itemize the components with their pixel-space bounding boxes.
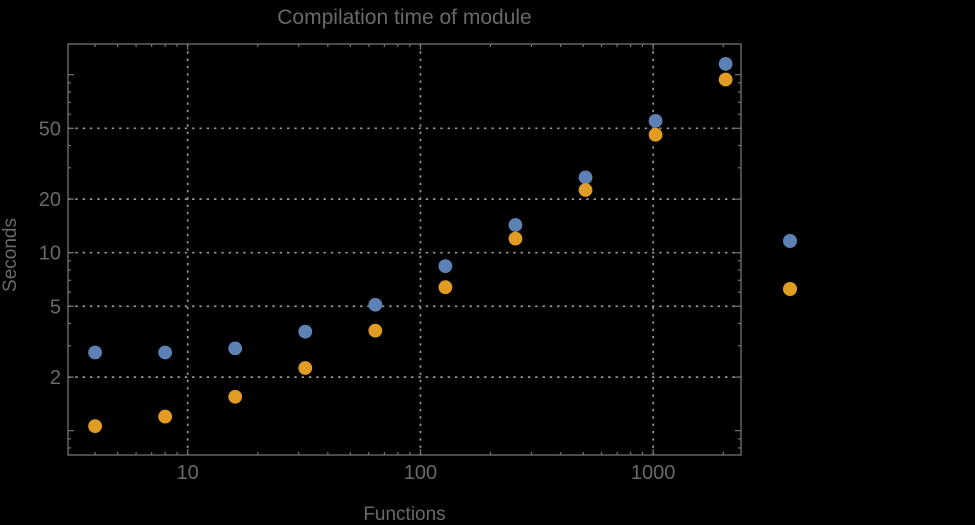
series-orange xyxy=(88,72,733,434)
legend-marker xyxy=(783,234,797,248)
x-tick-label: 10 xyxy=(177,462,199,484)
y-tick-label: 2 xyxy=(50,367,61,389)
data-point xyxy=(508,231,523,246)
y-tick-label: 5 xyxy=(50,296,61,318)
y-tick-label: 20 xyxy=(39,189,61,211)
plot-frame xyxy=(67,43,742,456)
legend-marker xyxy=(783,282,797,296)
data-point xyxy=(508,218,523,232)
data-point xyxy=(718,57,733,71)
data-point xyxy=(158,409,173,424)
y-tick-label: 10 xyxy=(39,243,61,265)
chart-title: Compilation time of module xyxy=(277,6,532,29)
data-point xyxy=(368,297,383,312)
data-point xyxy=(438,280,453,295)
y-tick-label: 50 xyxy=(39,118,61,140)
data-point xyxy=(648,114,663,128)
x-axis-label: Functions xyxy=(363,504,446,525)
data-point xyxy=(578,170,593,185)
data-point xyxy=(228,341,243,356)
x-tick-label: 100 xyxy=(404,462,437,484)
data-point xyxy=(368,323,383,338)
data-point xyxy=(228,389,243,404)
x-tick-label: 1000 xyxy=(631,462,676,484)
data-point xyxy=(158,345,173,360)
data-point xyxy=(298,324,313,339)
series-blue xyxy=(88,57,733,360)
data-point xyxy=(88,345,102,360)
data-point xyxy=(88,419,102,434)
data-point xyxy=(578,183,593,197)
data-point xyxy=(648,127,663,142)
data-point xyxy=(438,259,453,274)
data-point xyxy=(718,72,733,87)
data-point xyxy=(298,361,313,375)
